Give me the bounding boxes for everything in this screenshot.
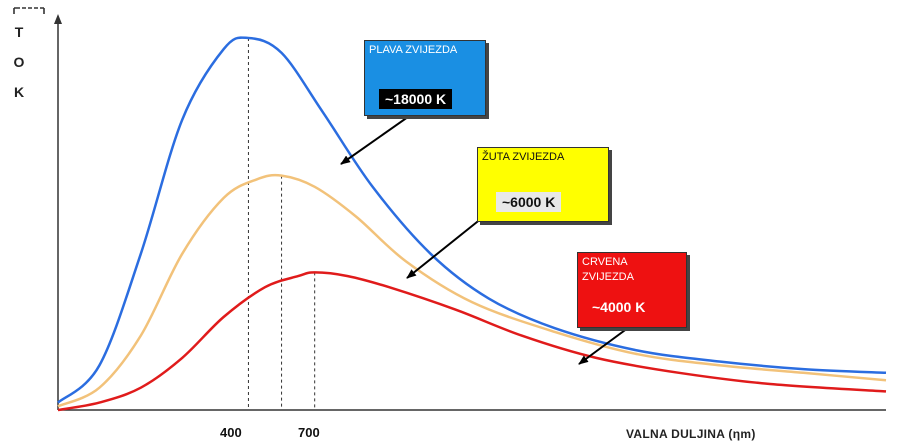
- y-axis-arrow-icon: [54, 14, 62, 24]
- yellow-star-curve: [57, 173, 887, 408]
- y-axis-top-glyph: [13, 7, 45, 14]
- yellow-star-name: ŽUTA ZVIJEZDA: [482, 151, 565, 163]
- red-star-curve: [57, 271, 887, 412]
- blue-callout-arrow: [340, 111, 416, 165]
- chart-axes: [13, 7, 886, 411]
- blue-star-name: PLAVA ZVIJEZDA: [369, 44, 458, 56]
- x-tick-label-400: 400: [220, 425, 242, 440]
- red-star-name: CRVENA ZVIJEZDA: [582, 256, 634, 283]
- yellow-star-callout: ŽUTA ZVIJEZDA ~6000 K: [477, 147, 609, 222]
- x-axis-label: VALNA DULJINA (ηm): [626, 427, 756, 441]
- red-star-callout: CRVENA ZVIJEZDA ~4000 K: [577, 252, 687, 328]
- y-axis-label-letter: K: [13, 84, 25, 100]
- yellow-star-temperature: ~6000 K: [496, 192, 562, 212]
- y-axis-label-letter: O: [13, 54, 25, 70]
- callout-arrows: [340, 111, 637, 365]
- blue-star-callout: PLAVA ZVIJEZDA ~18000 K: [364, 40, 486, 116]
- red-star-temperature: ~4000 K: [592, 299, 646, 315]
- peak-guides: [247, 38, 316, 410]
- yellow-callout-arrow: [406, 217, 483, 279]
- blue-star-temperature: ~18000 K: [379, 89, 453, 109]
- red-callout-arrow: [578, 321, 637, 365]
- x-tick-label-700: 700: [298, 425, 320, 440]
- y-axis-label-letter: T: [14, 24, 24, 40]
